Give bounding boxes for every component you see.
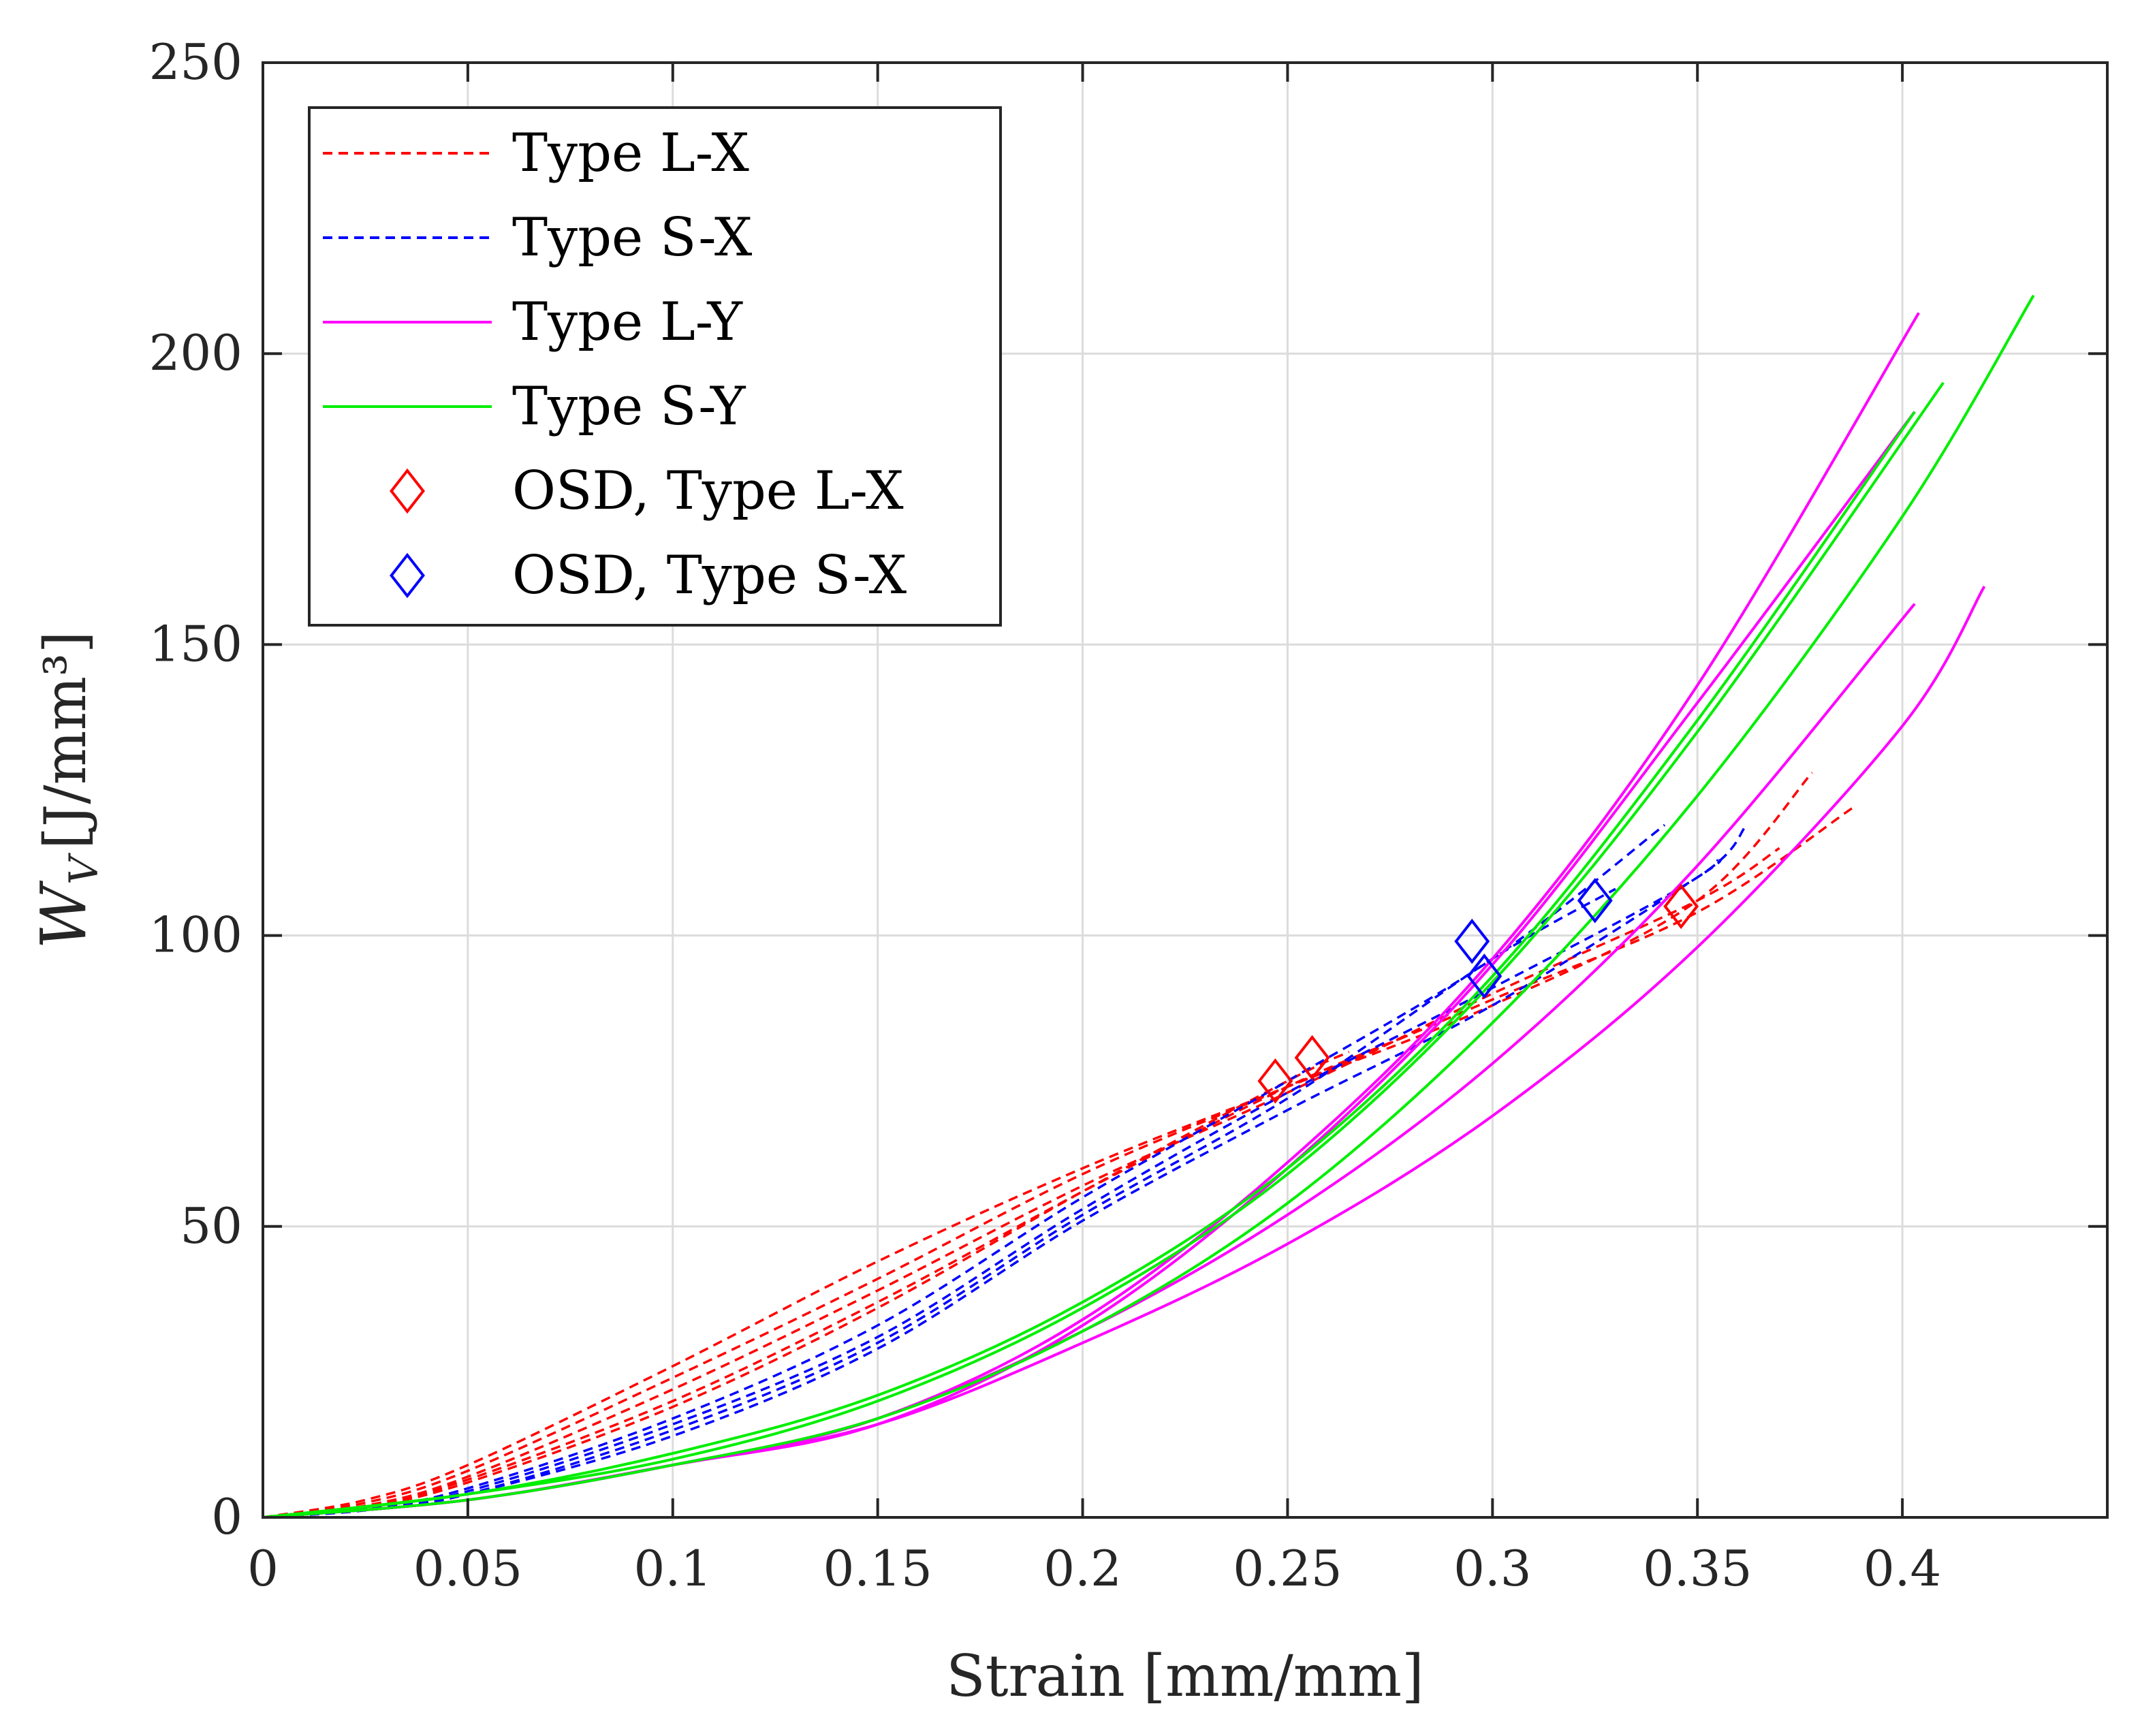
plot-frame <box>262 61 2109 1519</box>
y-tick-label: 250 <box>149 33 242 91</box>
legend-swatch-osd-type-s-x <box>390 552 425 599</box>
series-line-type-l-y <box>262 585 1986 1519</box>
x-tick-label: 0.2 <box>1043 1540 1122 1597</box>
x-tick-label: 0.4 <box>1863 1540 1942 1597</box>
x-axis-title: Strain [mm/mm] <box>946 1643 1424 1709</box>
legend-label-type-s-x: Type S-X <box>512 207 753 268</box>
series-line-type-s-x <box>262 887 1616 1519</box>
series-lines <box>262 294 2035 1519</box>
marker-osd-type-s-x <box>1466 953 1502 999</box>
marker-osd-type-s-x <box>1577 878 1613 924</box>
y-axis-title: WV[J/mm³] <box>27 631 107 949</box>
legend-label-osd-type-l-x: OSD, Type L-X <box>512 460 904 522</box>
y-axis-units: [J/mm³] <box>32 631 99 850</box>
marker-osd-type-l-x <box>1663 883 1699 930</box>
y-tick-label: 150 <box>149 615 242 672</box>
series-line-type-l-x <box>262 1050 1350 1519</box>
legend-swatch-osd-type-l-x <box>390 468 425 514</box>
x-tick-label: 0 <box>247 1540 279 1597</box>
y-tick-label: 200 <box>149 324 242 381</box>
legend-label-osd-type-s-x: OSD, Type S-X <box>512 545 907 606</box>
legend-box <box>308 106 1002 627</box>
y-axis-subscript: V <box>61 853 107 885</box>
marker-osd-type-l-x <box>1257 1058 1293 1104</box>
series-line-type-l-x <box>262 1033 1411 1519</box>
series-line-type-s-y <box>262 411 1916 1519</box>
x-tick-label: 0.15 <box>823 1540 932 1597</box>
y-tick-label: 50 <box>180 1197 242 1254</box>
x-tick-label: 0.3 <box>1453 1540 1532 1597</box>
y-tick-label: 0 <box>211 1488 242 1545</box>
marker-osd-type-l-x <box>1294 1035 1330 1081</box>
series-line-type-s-y <box>262 294 2035 1519</box>
series-line-type-l-x <box>262 806 1854 1519</box>
x-tick-label: 0.35 <box>1643 1540 1752 1597</box>
series-line-type-s-x <box>262 823 1666 1519</box>
legend-label-type-l-y: Type L-Y <box>512 291 744 353</box>
series-line-type-s-y <box>262 381 1945 1519</box>
legend: Type L-X Type S-X Type L-Y Type S-Y OSD, Typ… <box>308 106 1002 627</box>
x-tick-label: 0.05 <box>413 1540 522 1597</box>
series-line-type-s-x <box>262 859 1722 1519</box>
y-axis-symbol: W <box>27 880 100 949</box>
osd-markers <box>1257 878 1699 1104</box>
legend-label-type-s-y: Type S-Y <box>512 376 746 437</box>
axis-ticks: 0 0.05 0.1 0.15 0.2 0.25 0.3 0.35 0.4 0 50 100 150 20… <box>149 33 2107 1597</box>
x-tick-label: 0.25 <box>1233 1540 1342 1597</box>
series-line-type-l-x <box>262 847 1780 1519</box>
legend-label-type-l-x: Type L-X <box>512 123 749 184</box>
series-line-type-s-x <box>262 824 1748 1519</box>
marker-osd-type-s-x <box>1454 918 1490 964</box>
y-tick-label: 100 <box>149 906 242 964</box>
series-line-type-l-x <box>262 772 1814 1519</box>
x-tick-label: 0.1 <box>634 1540 712 1597</box>
